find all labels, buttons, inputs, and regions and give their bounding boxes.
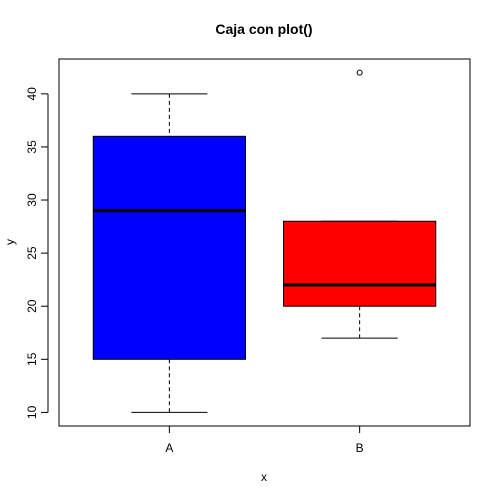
- box-a: [92, 93, 246, 413]
- x-axis-label: x: [261, 470, 267, 484]
- box-b: [283, 69, 437, 339]
- y-axis-label: y: [3, 239, 17, 245]
- y-tick-label: 10: [25, 405, 39, 419]
- y-tick-label: 15: [25, 352, 39, 366]
- box-body: [92, 135, 246, 360]
- y-tick-label: 40: [25, 87, 39, 101]
- y-tick-label: 30: [25, 193, 39, 207]
- box-body: [283, 220, 437, 307]
- x-tick-label: A: [165, 441, 173, 455]
- y-tick-label: 25: [25, 246, 39, 260]
- outlier-point: [356, 69, 363, 76]
- chart-title: Caja con plot(): [215, 21, 312, 37]
- x-tick-label: B: [356, 441, 364, 455]
- y-tick-label: 35: [25, 140, 39, 154]
- y-axis: 10 15 20 25 30 35 40: [25, 87, 49, 419]
- y-tick-label: 20: [25, 299, 39, 313]
- boxes: [92, 69, 437, 413]
